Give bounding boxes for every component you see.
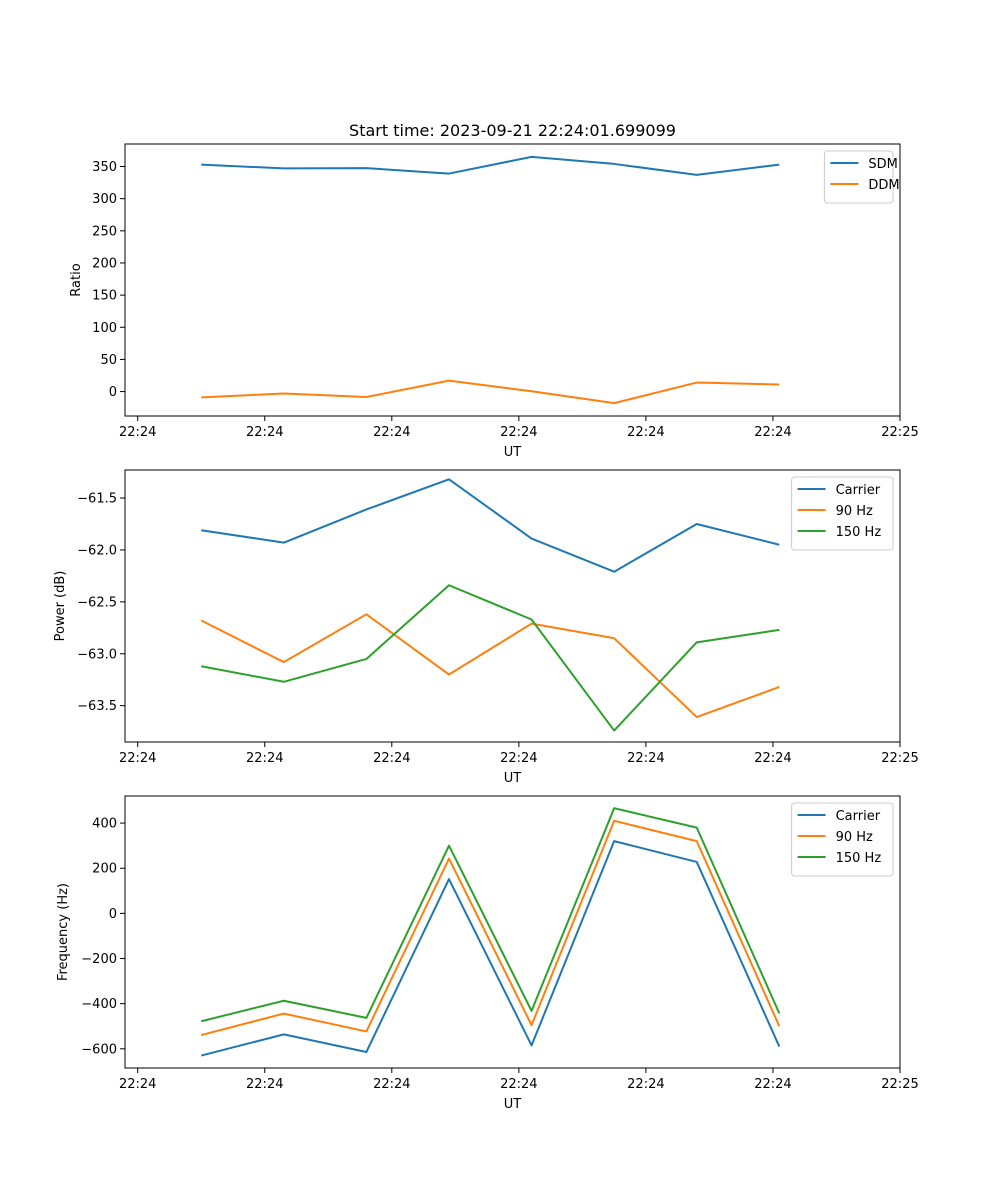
legend-label-ddm: DDM <box>868 178 899 193</box>
y-tick-label: −63.0 <box>77 647 117 662</box>
series-line-ddm <box>201 379 780 405</box>
x-tick-label: 22:24 <box>627 751 664 766</box>
series-line-carrier <box>200 840 781 1057</box>
y-tick-label: −400 <box>81 997 117 1012</box>
legend: Carrier 90 Hz 150 Hz <box>791 802 894 877</box>
x-tick-label: 22:24 <box>373 751 410 766</box>
x-tick-label: 22:24 <box>754 751 791 766</box>
y-tick-label: −62.0 <box>77 543 117 558</box>
x-tick-label: 22:25 <box>881 1077 918 1092</box>
x-tick-label: 22:24 <box>373 1077 410 1092</box>
y-axis-label: Ratio <box>69 263 84 296</box>
series-line-150-hz <box>200 807 781 1023</box>
y-axis-label: Power (dB) <box>53 571 68 642</box>
legend-label-150-hz: 150 Hz <box>836 525 882 540</box>
y-tick-label: 50 <box>100 353 117 368</box>
legend: SDM DDM <box>823 150 900 204</box>
series-line-sdm <box>201 155 780 176</box>
legend: Carrier 90 Hz 150 Hz <box>791 476 894 551</box>
y-tick-label: 350 <box>92 160 117 175</box>
plot-frame <box>124 143 901 417</box>
legend-label-carrier: Carrier <box>836 809 881 824</box>
x-tick-label: 22:25 <box>881 425 918 440</box>
x-tick-label: 22:24 <box>373 425 410 440</box>
y-axis-label: Frequency (Hz) <box>56 883 71 981</box>
y-tick-label: 150 <box>92 289 117 304</box>
x-tick-label: 22:24 <box>500 751 537 766</box>
y-tick-label: 0 <box>109 907 117 922</box>
x-tick-label: 22:24 <box>246 1077 283 1092</box>
x-tick-label: 22:24 <box>119 1077 156 1092</box>
x-tick-label: 22:24 <box>627 1077 664 1092</box>
legend-label-90-hz: 90 Hz <box>836 504 873 519</box>
x-tick-label: 22:24 <box>754 425 791 440</box>
x-tick-label: 22:24 <box>500 425 537 440</box>
chart-panel-3: 22:24 22:24 22:24 22:24 22:24 22:24 22:25 −600 −… <box>56 795 919 1112</box>
y-tick-label: −62.5 <box>77 595 117 610</box>
figure-title: Start time: 2023-09-21 22:24:01.699099 <box>349 121 676 140</box>
y-tick-label: 300 <box>92 192 117 207</box>
chart-panel-2: 22:24 22:24 22:24 22:24 22:24 22:24 22:25 −63.5… <box>53 469 919 786</box>
x-axis-label: UT <box>504 1097 522 1112</box>
x-tick-label: 22:25 <box>881 751 918 766</box>
y-tick-label: 100 <box>92 321 117 336</box>
y-tick-label: 400 <box>92 817 117 832</box>
series-line-90-hz <box>200 819 781 1037</box>
legend-label-carrier: Carrier <box>836 483 881 498</box>
y-tick-label: 0 <box>109 385 117 400</box>
legend-label-90-hz: 90 Hz <box>836 830 873 845</box>
y-tick-label: −63.5 <box>77 699 117 714</box>
x-axis-label: UT <box>504 771 522 786</box>
plot-frame <box>124 795 901 1069</box>
x-tick-label: 22:24 <box>119 751 156 766</box>
plot-frame <box>124 469 901 743</box>
x-axis-label: UT <box>504 445 522 460</box>
series-line-150-hz <box>201 584 780 732</box>
legend-label-sdm: SDM <box>868 157 897 172</box>
y-tick-label: −200 <box>81 952 117 967</box>
x-tick-label: 22:24 <box>246 751 283 766</box>
series-line-90-hz <box>200 613 780 719</box>
legend-label-150-hz: 150 Hz <box>836 851 882 866</box>
y-tick-label: −61.5 <box>77 492 117 507</box>
x-tick-label: 22:24 <box>500 1077 537 1092</box>
y-tick-label: −600 <box>81 1042 117 1057</box>
series-line-carrier <box>201 478 780 573</box>
x-tick-label: 22:24 <box>754 1077 791 1092</box>
x-tick-label: 22:24 <box>246 425 283 440</box>
x-tick-label: 22:24 <box>627 425 664 440</box>
chart-panel-1: 22:24 22:24 22:24 22:24 22:24 22:24 22:25 0 50 10… <box>69 143 919 460</box>
y-tick-label: 250 <box>92 224 117 239</box>
y-tick-label: 200 <box>92 862 117 877</box>
x-tick-label: 22:24 <box>119 425 156 440</box>
y-tick-label: 200 <box>92 256 117 271</box>
